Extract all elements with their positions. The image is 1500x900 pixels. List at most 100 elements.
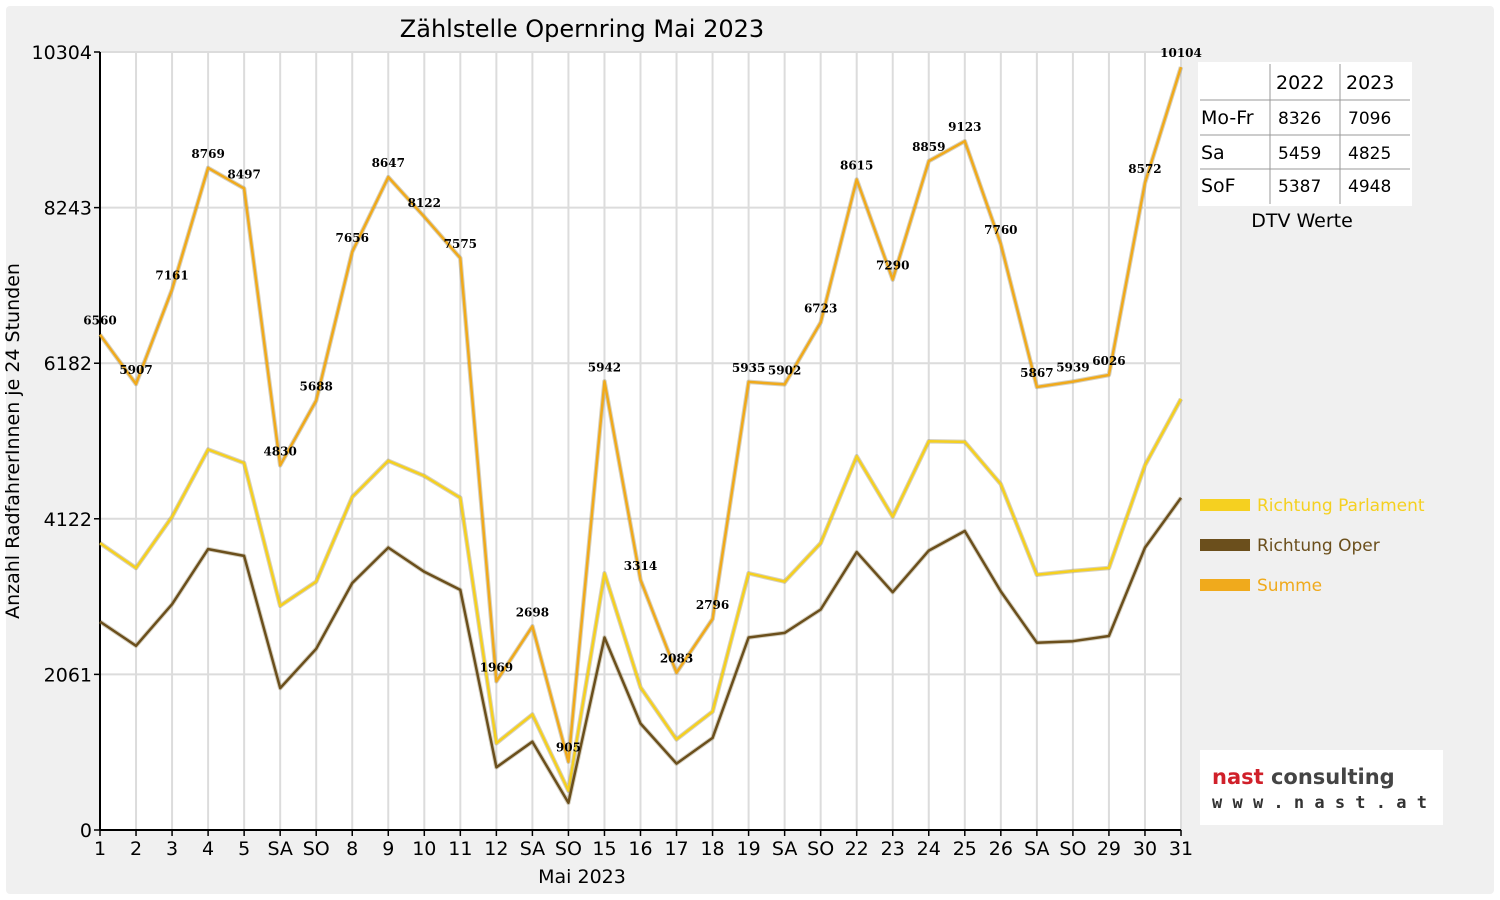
x-tick-label: 5: [238, 838, 250, 860]
data-label: 7575: [444, 237, 477, 251]
data-label: 2796: [696, 598, 729, 612]
x-tick-label: 3: [166, 838, 178, 860]
x-tick-label: 9: [382, 838, 394, 860]
y-tick-label: 4122: [44, 509, 92, 531]
data-label: 7161: [155, 268, 188, 282]
data-label: 7656: [336, 231, 369, 245]
x-tick-label: SO: [1059, 838, 1086, 860]
data-label: 5902: [768, 363, 801, 377]
legend-label: Summe: [1257, 576, 1322, 596]
data-label: 905: [556, 741, 581, 755]
x-tick-label: 12: [484, 838, 508, 860]
legend-label: Richtung Oper: [1257, 536, 1380, 556]
data-label: 9123: [948, 120, 981, 134]
y-tick-label: 8243: [44, 198, 92, 220]
x-tick-label: SA: [267, 838, 292, 860]
data-label: 4830: [263, 444, 296, 458]
data-label: 7290: [876, 259, 909, 273]
dtv-cell: 4825: [1348, 144, 1391, 164]
x-tick-label: 8: [346, 838, 358, 860]
grid: [100, 51, 1182, 830]
legend-swatch: [1200, 499, 1250, 511]
dtv-cell: 8326: [1278, 109, 1321, 129]
dtv-cell: 4948: [1348, 177, 1391, 197]
data-label: 5942: [588, 360, 621, 374]
y-axis-label: Anzahl RadfahrerInnen je 24 Stunden: [2, 263, 24, 619]
logo-wordmark: nast consulting: [1212, 765, 1395, 789]
legend-swatch: [1200, 579, 1250, 591]
series-lines: [98, 66, 1184, 806]
dtv-row-label: Mo-Fr: [1201, 107, 1254, 129]
x-tick-label: 17: [664, 838, 688, 860]
data-label: 8497: [227, 167, 260, 181]
series-line-richtung-parlament: [99, 398, 1183, 792]
legend-swatch: [1200, 539, 1250, 551]
x-tick-label: 10: [412, 838, 436, 860]
data-label: 5907: [119, 363, 152, 377]
x-tick-label: SA: [772, 838, 797, 860]
x-tick-label: 11: [448, 838, 472, 860]
logo-url: w w w . n a s t . a t: [1212, 793, 1427, 813]
dtv-row-label: SoF: [1201, 175, 1236, 197]
data-label: 2083: [660, 652, 693, 666]
x-tick-label: SO: [555, 838, 582, 860]
x-axis-label: Mai 2023: [538, 866, 626, 888]
y-tick-label: 0: [80, 820, 92, 842]
dtv-row-label: Sa: [1201, 142, 1225, 164]
data-label: 6026: [1092, 354, 1125, 368]
x-tick-label: 24: [917, 838, 941, 860]
x-tick-label: 16: [628, 838, 652, 860]
data-label: 5939: [1056, 361, 1089, 375]
logo-bg: [1200, 750, 1443, 825]
data-label: 5935: [732, 361, 765, 375]
data-label: 3314: [624, 559, 657, 573]
data-label: 5867: [1020, 366, 1053, 380]
x-tick-label: 31: [1169, 838, 1193, 860]
logo-word-consulting: consulting: [1264, 765, 1395, 789]
data-label: 5688: [299, 380, 332, 394]
dtv-cell: 5387: [1278, 177, 1321, 197]
y-tick-label: 2061: [44, 664, 92, 686]
x-tick-label: 26: [989, 838, 1013, 860]
dtv-table: 2022 2023 Mo-Fr 8326 7096 Sa 5459 4825 S…: [1198, 62, 1412, 232]
data-label: 1969: [480, 660, 513, 674]
x-tick-label: 25: [953, 838, 977, 860]
x-tick-label: 1: [94, 838, 106, 860]
dtv-header-2023: 2023: [1346, 72, 1394, 94]
series-line-richtung-oper: [99, 497, 1183, 805]
data-label: 7760: [984, 223, 1017, 237]
x-tick-label: SO: [807, 838, 834, 860]
data-label: 8647: [372, 156, 405, 170]
dtv-cell: 5459: [1278, 144, 1321, 164]
x-tick-label: SO: [303, 838, 330, 860]
series-line-summe: [98, 66, 1183, 763]
data-label: 8769: [191, 147, 224, 161]
x-tick-label: 4: [202, 838, 214, 860]
legend-label: Richtung Parlament: [1257, 496, 1425, 516]
data-label: 10104: [1160, 46, 1202, 60]
x-tick-label: SA: [520, 838, 545, 860]
data-label: 8572: [1128, 162, 1161, 176]
dtv-cell: 7096: [1348, 109, 1391, 129]
y-tick-label: 10304: [32, 42, 92, 64]
legend: Richtung Parlament Richtung Oper Summe: [1200, 496, 1425, 596]
x-tick-label: 15: [592, 838, 616, 860]
data-label: 6723: [804, 301, 837, 315]
x-tick-label: 23: [881, 838, 905, 860]
data-label: 8122: [408, 196, 441, 210]
data-label: 8859: [912, 140, 945, 154]
x-tick-label: 18: [700, 838, 724, 860]
x-tick-label: 22: [845, 838, 869, 860]
dtv-header-2022: 2022: [1276, 72, 1324, 94]
x-tick-label: 2: [130, 838, 142, 860]
x-tick-label: 29: [1097, 838, 1121, 860]
x-tick-label: SA: [1024, 838, 1049, 860]
x-tick-label: 30: [1133, 838, 1157, 860]
chart-title: Zählstelle Opernring Mai 2023: [400, 15, 764, 43]
data-label: 2698: [516, 605, 549, 619]
data-label: 8615: [840, 159, 873, 173]
data-label: 6560: [83, 314, 116, 328]
